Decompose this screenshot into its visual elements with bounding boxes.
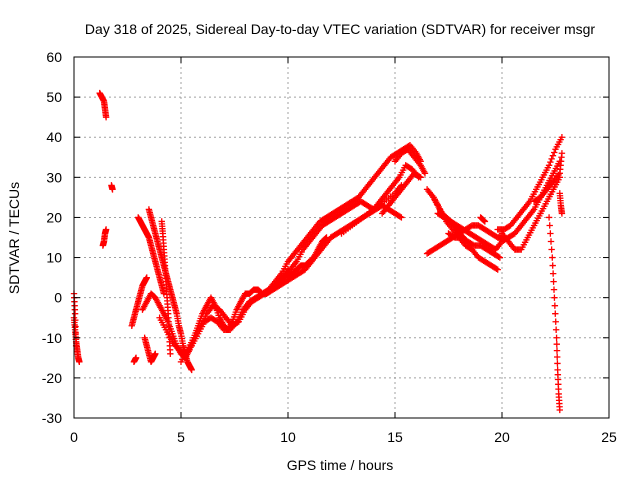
y-tick-label: -10 xyxy=(42,330,62,346)
series-sat-b xyxy=(96,89,110,121)
data-point xyxy=(322,235,329,242)
series-sat-w xyxy=(498,174,563,253)
data-point xyxy=(551,302,559,309)
y-tick-labels: -30 -20 -10 0 10 20 30 40 50 60 xyxy=(42,49,62,426)
data-point xyxy=(552,326,560,333)
plot-frame xyxy=(73,56,610,419)
y-tick-label: 40 xyxy=(46,129,62,145)
y-axis-label: SDTVAR / TECUs xyxy=(6,182,22,294)
data-point xyxy=(558,150,566,157)
y-tick-label: -30 xyxy=(42,410,62,426)
series-sat-o xyxy=(391,146,429,177)
data-point xyxy=(152,350,159,358)
data-point xyxy=(554,353,561,361)
data-point xyxy=(76,358,83,366)
data-point xyxy=(549,254,556,261)
y-tick-label: 0 xyxy=(54,290,62,306)
data-point xyxy=(480,217,488,224)
x-tick-label: 15 xyxy=(387,429,403,445)
series-sat-e xyxy=(141,334,159,366)
series-sat-x xyxy=(530,150,566,205)
data-point xyxy=(102,226,110,233)
data-point xyxy=(550,286,558,293)
y-tick-label: 10 xyxy=(46,250,62,266)
x-tick-label: 25 xyxy=(601,429,617,445)
data-point xyxy=(551,294,558,301)
series-sat-i xyxy=(156,142,424,358)
data-point xyxy=(548,155,555,163)
data-point xyxy=(481,218,489,225)
data-point xyxy=(132,354,140,362)
x-tick-labels: 0 5 10 15 20 25 xyxy=(70,429,617,445)
data-point xyxy=(493,265,500,272)
series-sat-n xyxy=(378,170,424,217)
x-tick-label: 10 xyxy=(280,429,296,445)
data-point xyxy=(548,246,555,253)
data-point xyxy=(421,170,429,177)
data-point xyxy=(398,214,405,221)
data-point xyxy=(547,230,554,237)
data-point xyxy=(167,350,174,358)
data-point xyxy=(554,360,561,367)
data-point xyxy=(496,254,504,261)
data-point xyxy=(323,234,330,241)
data-point xyxy=(550,278,557,285)
x-axis-label: GPS time / hours xyxy=(287,457,394,473)
data-point xyxy=(416,173,423,180)
data-point xyxy=(549,262,556,269)
data-point xyxy=(558,134,566,141)
data-point xyxy=(549,270,557,277)
series-sat-c xyxy=(128,274,150,329)
y-tick-label: 20 xyxy=(46,209,62,225)
data-point xyxy=(396,213,404,220)
data-point xyxy=(494,266,501,273)
data-points xyxy=(70,89,566,414)
data-point xyxy=(553,347,561,354)
data-point xyxy=(72,323,79,330)
series-sat-l xyxy=(284,234,330,281)
x-tick-label: 5 xyxy=(177,429,185,445)
data-point xyxy=(102,113,110,121)
data-point xyxy=(188,366,195,374)
data-point xyxy=(143,274,150,281)
series-sat-d xyxy=(135,214,168,297)
data-point xyxy=(72,316,79,324)
data-point xyxy=(547,158,554,166)
data-point xyxy=(553,340,560,348)
axis-ticks xyxy=(73,56,610,419)
data-point xyxy=(556,406,563,414)
chart-title: Day 318 of 2025, Sidereal Day-to-day VTE… xyxy=(85,21,595,37)
series-sat-b3 xyxy=(108,182,116,193)
data-point xyxy=(495,253,502,260)
data-point xyxy=(71,310,79,317)
data-point xyxy=(545,214,553,221)
series-sat-y xyxy=(545,214,563,414)
data-point xyxy=(558,210,566,217)
data-point xyxy=(551,149,558,156)
data-point xyxy=(552,310,559,317)
data-point xyxy=(109,186,116,193)
series-sat-c2 xyxy=(130,354,140,366)
series-sat-u xyxy=(477,214,489,225)
y-tick-label: -20 xyxy=(42,370,62,386)
series-sat-b2 xyxy=(99,226,110,249)
data-point xyxy=(552,318,559,325)
series-sat-t xyxy=(445,230,504,261)
x-tick-label: 20 xyxy=(494,429,510,445)
series-sat-z xyxy=(556,190,566,217)
series-sat-v xyxy=(494,134,566,233)
y-tick-label: 50 xyxy=(46,89,62,105)
y-tick-label: 60 xyxy=(46,49,62,65)
data-point xyxy=(545,162,553,169)
data-point xyxy=(553,334,560,341)
data-point xyxy=(417,174,424,181)
data-point xyxy=(549,152,557,159)
y-tick-label: 30 xyxy=(46,169,62,185)
data-point xyxy=(547,238,555,245)
data-point xyxy=(546,222,553,229)
data-point xyxy=(234,319,241,326)
x-tick-label: 0 xyxy=(70,429,78,445)
